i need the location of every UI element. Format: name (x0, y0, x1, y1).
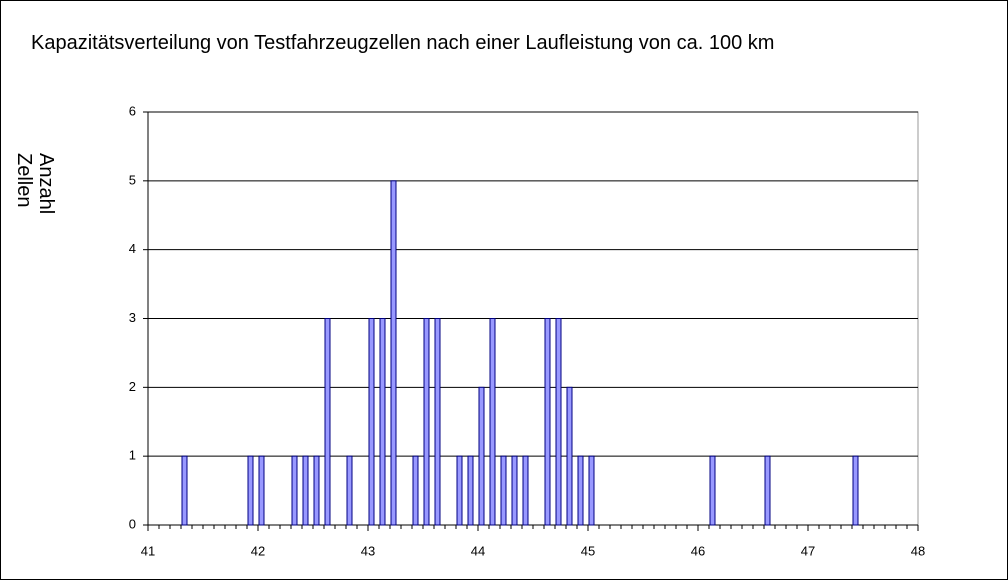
chart-title: Kapazitätsverteilung von Testfahrzeugzel… (31, 32, 775, 54)
bar (544, 318, 551, 526)
bar (709, 455, 716, 526)
bar (181, 455, 188, 526)
bar (577, 455, 584, 526)
bar (434, 318, 441, 526)
bar (412, 455, 419, 526)
bar (764, 455, 771, 526)
x-tick-label: 43 (361, 543, 375, 558)
bar (467, 455, 474, 526)
bar (302, 455, 309, 526)
bar (511, 455, 518, 526)
y-axis-label: Anzahl Zellen (13, 153, 57, 215)
x-tick-label: 45 (581, 543, 595, 558)
x-tick-label: 42 (251, 543, 265, 558)
y-tick-label: 5 (129, 172, 136, 187)
x-tick-label: 46 (691, 543, 705, 558)
y-tick-label: 1 (129, 448, 136, 463)
x-tick-label: 44 (471, 543, 485, 558)
bar (566, 386, 573, 526)
bar (258, 455, 265, 526)
bar (456, 455, 463, 526)
y-tick-label: 6 (129, 103, 136, 118)
y-tick-label: 4 (129, 241, 136, 256)
bar (500, 455, 507, 526)
bar (291, 455, 298, 526)
bar (522, 455, 529, 526)
bar (489, 318, 496, 526)
bar (423, 318, 430, 526)
bar (379, 318, 386, 526)
bar (588, 455, 595, 526)
x-tick-label: 48 (911, 543, 925, 558)
bar (346, 455, 353, 526)
bar (324, 318, 331, 526)
bar (390, 180, 397, 526)
y-tick-label: 2 (129, 379, 136, 394)
bar (478, 386, 485, 526)
bar (852, 455, 859, 526)
x-tick-label: 41 (141, 543, 155, 558)
bar (313, 455, 320, 526)
y-tick-label: 3 (129, 310, 136, 325)
bar (247, 455, 254, 526)
y-tick-label: 0 (129, 516, 136, 531)
x-tick-label: 47 (801, 543, 815, 558)
bar (555, 318, 562, 526)
bar (368, 318, 375, 526)
